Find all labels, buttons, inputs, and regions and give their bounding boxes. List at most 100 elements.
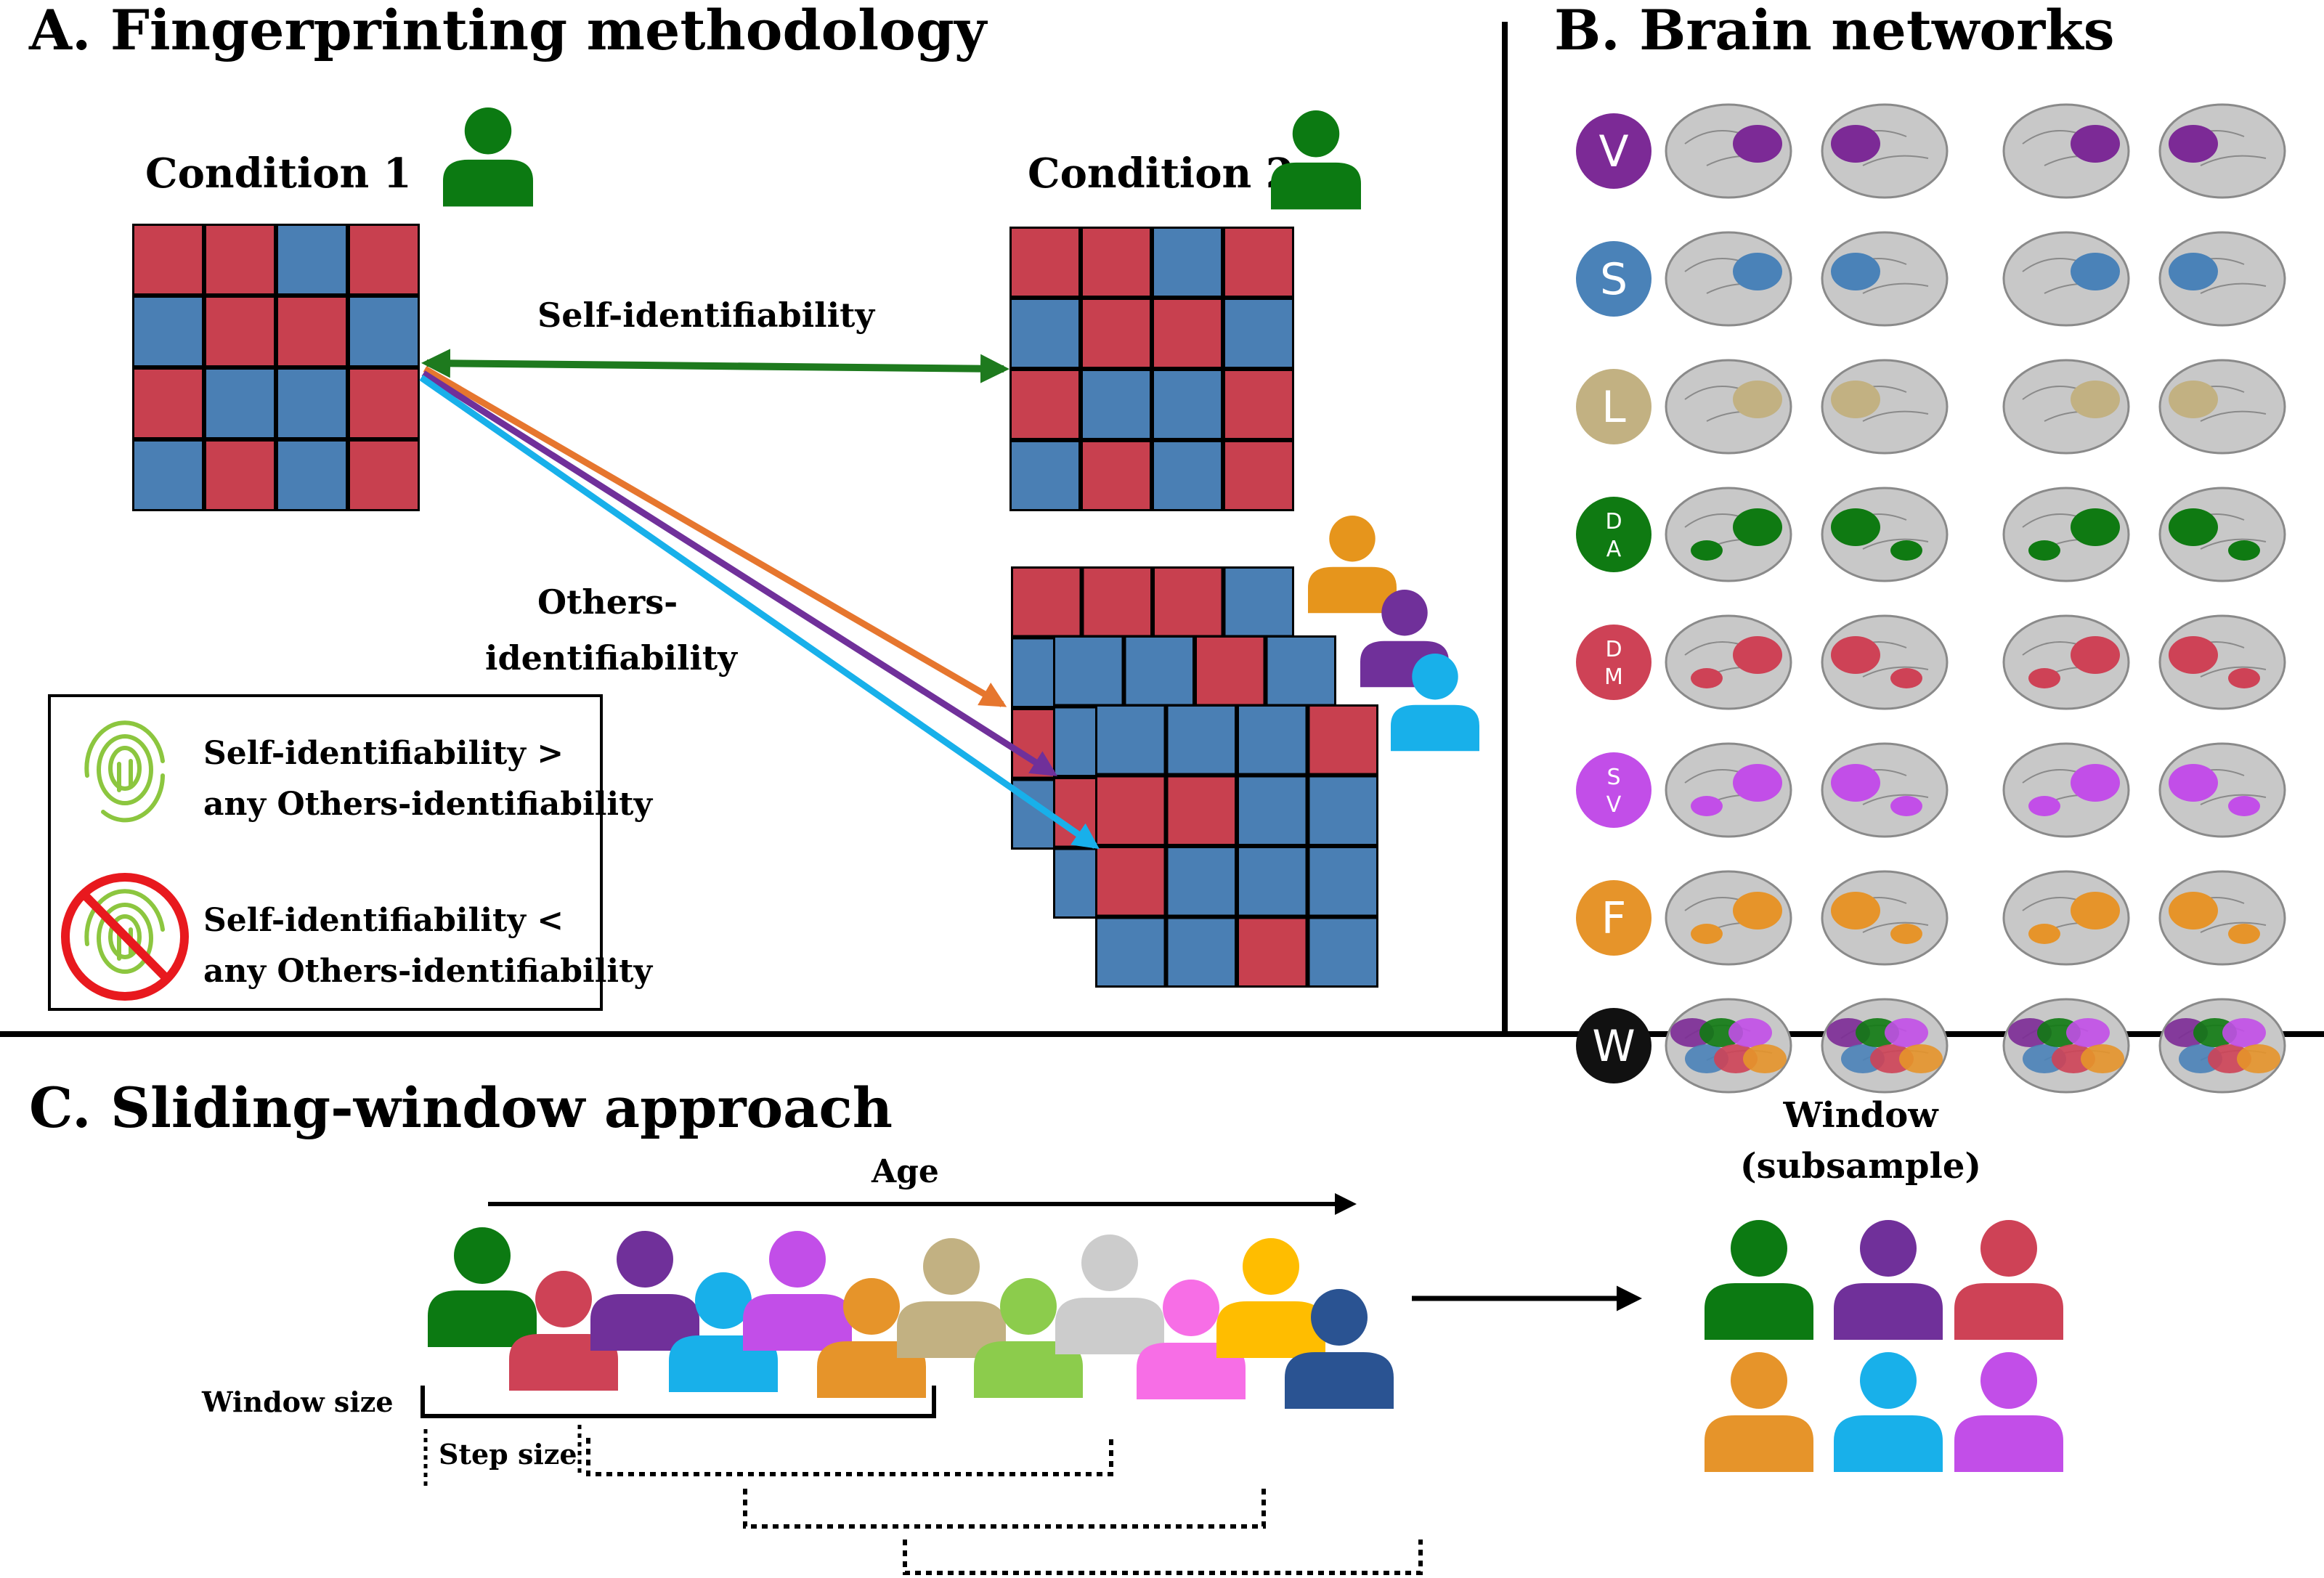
person-icon xyxy=(1391,654,1479,752)
network-badge-label: M xyxy=(1604,664,1623,690)
window-bracket-2 xyxy=(586,1438,1113,1476)
network-badge xyxy=(1576,241,1651,317)
brain-surface xyxy=(1665,103,1792,199)
person-icon xyxy=(1308,516,1397,614)
network-badge xyxy=(1576,113,1651,189)
brain-surface xyxy=(1665,359,1792,455)
person-icon xyxy=(443,107,533,207)
network-badge xyxy=(1576,369,1651,444)
others-arrow-cyan xyxy=(419,375,1100,850)
brain-surface xyxy=(2158,487,2286,582)
person-icon-condition-1 xyxy=(443,107,533,207)
panel-a: A. Fingerprinting methodology Condition … xyxy=(28,0,1479,1011)
self-identifiability-label: Self-identifiability xyxy=(537,296,875,335)
brain-surface xyxy=(2158,231,2286,327)
person-icon xyxy=(743,1231,852,1351)
legend-positive-line1: Self-identifiability > xyxy=(203,735,564,772)
fingerprint-icon xyxy=(84,720,165,823)
brain-surface xyxy=(2002,870,2130,966)
brain-surface xyxy=(2158,998,2286,1094)
brain-surface xyxy=(2002,742,2130,838)
connectivity-matrix-condition-2 xyxy=(1009,227,1294,511)
network-row: DA xyxy=(1576,487,2286,582)
network-row: L xyxy=(1576,359,2286,455)
brain-surface xyxy=(1821,487,1949,582)
network-badge-label: V xyxy=(1598,126,1628,177)
network-badge-label: S xyxy=(1600,254,1628,305)
person-icon xyxy=(1834,1220,1943,1340)
network-badge-label: D xyxy=(1605,509,1622,534)
panel-b-title: B. Brain networks xyxy=(1554,0,2115,62)
person-icon xyxy=(1954,1220,2063,1340)
legend-negative-line1: Self-identifiability < xyxy=(203,902,564,939)
brain-surface xyxy=(2158,870,2286,966)
brain-surface xyxy=(2002,487,2130,582)
brain-surface xyxy=(1821,231,1949,327)
others-arrow-orange xyxy=(423,366,1007,707)
legend-negative-line2: any Others-identifiability xyxy=(203,953,653,990)
window-size-label: Window size xyxy=(201,1386,394,1418)
network-row: DM xyxy=(1576,614,2286,710)
brain-surface xyxy=(1821,870,1949,966)
person-icon xyxy=(1705,1220,1813,1340)
brain-surface xyxy=(2002,998,2130,1094)
network-row: S xyxy=(1576,231,2286,327)
network-row: SV xyxy=(1576,742,2286,838)
person-icon xyxy=(428,1227,537,1347)
connectivity-matrices-others xyxy=(1011,566,1378,988)
brain-surface xyxy=(2002,359,2130,455)
brain-surface xyxy=(1665,998,1792,1094)
network-badge xyxy=(1576,625,1651,700)
others-arrow-purple xyxy=(421,370,1058,776)
step-size-label: Step size xyxy=(439,1438,577,1471)
condition-2-label: Condition 2 xyxy=(1028,150,1294,198)
network-badge-label: V xyxy=(1606,792,1622,818)
person-icon xyxy=(1271,110,1361,210)
network-badge xyxy=(1576,752,1651,828)
network-badge xyxy=(1576,1008,1651,1083)
brain-surface xyxy=(1821,614,1949,710)
brain-surface xyxy=(1821,998,1949,1094)
window-subsample-subjects xyxy=(1705,1220,2063,1472)
connectivity-matrix-condition-1 xyxy=(132,224,420,511)
brain-surface xyxy=(2158,614,2286,710)
person-icon-condition-2 xyxy=(1271,110,1361,210)
person-icon xyxy=(1954,1352,2063,1472)
brain-surface xyxy=(1665,870,1792,966)
brain-surface xyxy=(2002,614,2130,710)
window-title-line2: (subsample) xyxy=(1740,1146,1981,1187)
panel-c-title: C. Sliding-window approach xyxy=(29,1075,893,1140)
network-badge-label: W xyxy=(1592,1021,1635,1072)
network-badge-label: D xyxy=(1605,637,1622,662)
network-badge-label: F xyxy=(1601,893,1627,944)
age-label: Age xyxy=(871,1153,939,1190)
window-title-line1: Window xyxy=(1782,1095,1939,1136)
brain-surface xyxy=(1665,487,1792,582)
brain-surface xyxy=(1665,231,1792,327)
legend-box: Self-identifiability > any Others-identi… xyxy=(48,694,653,1011)
brain-surface xyxy=(2002,103,2130,199)
network-row: W xyxy=(1576,998,2286,1094)
brain-surface xyxy=(1821,103,1949,199)
age-ordered-subjects xyxy=(428,1227,1394,1409)
person-icon xyxy=(1216,1238,1325,1358)
person-icon xyxy=(1055,1235,1164,1354)
network-badge-label: A xyxy=(1606,537,1622,562)
network-badge xyxy=(1576,497,1651,572)
person-icon xyxy=(1705,1352,1813,1472)
person-icon xyxy=(897,1238,1006,1358)
person-icon xyxy=(974,1278,1083,1398)
network-row: F xyxy=(1576,870,2286,966)
network-badge-label: S xyxy=(1606,765,1620,790)
brain-surface xyxy=(2158,742,2286,838)
network-row: V xyxy=(1576,103,2286,199)
condition-1-label: Condition 1 xyxy=(145,150,412,198)
network-badge-label: L xyxy=(1601,382,1626,433)
person-icons-others xyxy=(1308,516,1479,752)
window-size-bracket xyxy=(420,1386,936,1418)
legend-positive-line2: any Others-identifiability xyxy=(203,786,653,823)
self-identifiability-arrow xyxy=(421,349,1009,383)
brain-surface xyxy=(2158,359,2286,455)
brain-surface xyxy=(2002,231,2130,327)
